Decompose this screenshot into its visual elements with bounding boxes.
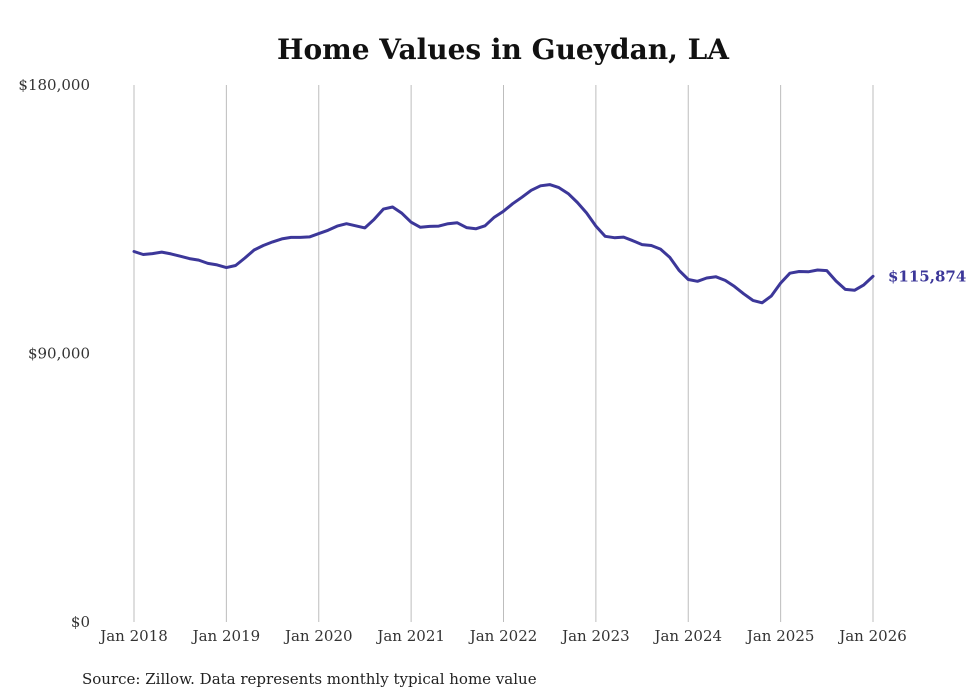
x-tick-label: Jan 2019	[191, 627, 261, 645]
x-tick-label: Jan 2026	[837, 627, 907, 645]
series-layer	[132, 183, 875, 305]
gridlines	[133, 85, 874, 622]
x-axis-ticks: Jan 2018 Jan 2019 Jan 2020 Jan 2021 Jan 2022…	[98, 627, 907, 645]
x-tick-label: Jan 2018	[98, 627, 168, 645]
chart-title: Home Values in Gueydan, LA	[277, 33, 730, 66]
source-note: Source: Zillow. Data represents monthly …	[82, 670, 537, 688]
series-line	[132, 183, 875, 305]
x-tick-label: Jan 2024	[652, 627, 722, 645]
y-tick-label: $0	[71, 613, 90, 631]
x-tick-label: Jan 2022	[468, 627, 538, 645]
y-tick-label: $90,000	[28, 345, 90, 363]
y-axis-ticks: $0 $90,000 $180,000	[18, 76, 90, 631]
x-tick-label: Jan 2023	[560, 627, 630, 645]
x-tick-label: Jan 2020	[283, 627, 353, 645]
x-tick-label: Jan 2021	[375, 627, 445, 645]
end-value-label: $115,874	[888, 267, 966, 285]
x-tick-label: Jan 2025	[745, 627, 815, 645]
y-tick-label: $180,000	[18, 76, 90, 94]
